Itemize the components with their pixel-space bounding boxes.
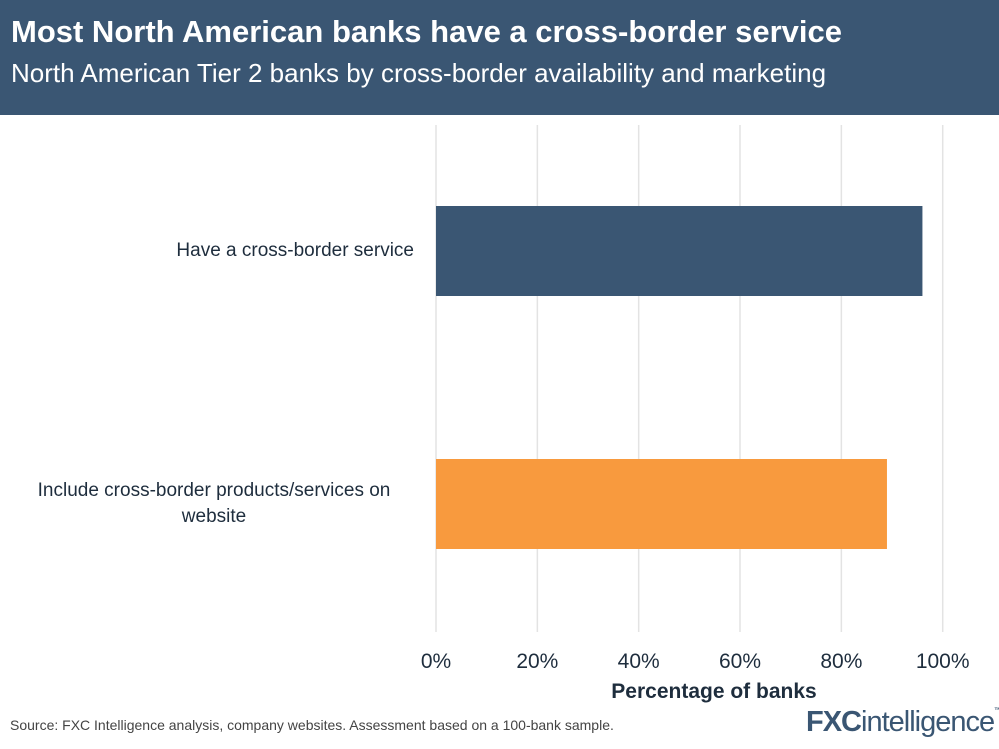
category-label-0: Have a cross-border service [176, 240, 414, 261]
x-tick-label: 80% [820, 650, 862, 673]
source-note: Source: FXC Intelligence analysis, compa… [10, 717, 614, 733]
chart-title: Most North American banks have a cross-b… [11, 14, 842, 49]
chart-header: Most North American banks have a cross-b… [0, 0, 999, 115]
x-tick-label: 100% [916, 650, 970, 673]
category-label-1: Include cross-border products/services o… [37, 480, 391, 527]
x-tick-label: 0% [421, 650, 451, 673]
bar [436, 459, 887, 549]
x-axis-label: Percentage of banks [611, 680, 817, 703]
chart-subtitle: North American Tier 2 banks by cross-bor… [11, 58, 827, 88]
bar [436, 206, 923, 296]
x-tick-label: 20% [516, 650, 558, 673]
x-tick-label: 60% [719, 650, 761, 673]
fxc-logo: FXCintelligence™ [806, 706, 999, 738]
x-tick-label: 40% [618, 650, 660, 673]
